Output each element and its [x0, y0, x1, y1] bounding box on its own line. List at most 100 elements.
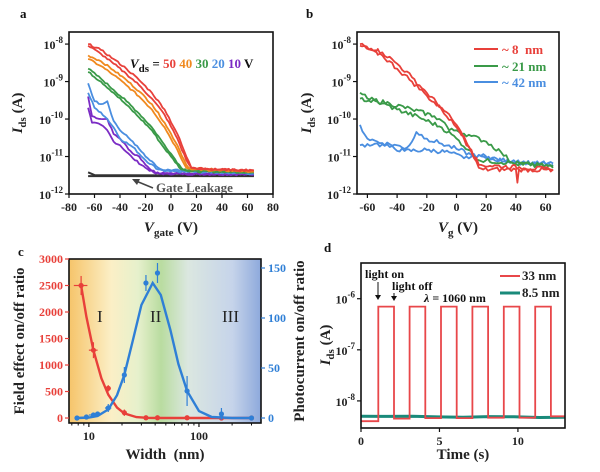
data-point-right — [74, 415, 80, 421]
legend-sub: ds — [139, 63, 150, 75]
panel-b-ylabel: Ids (A) — [299, 93, 318, 135]
data-point-left — [78, 282, 84, 289]
region-label-2: II — [150, 307, 162, 326]
panel-d-xtick-label: 0 — [358, 434, 364, 448]
data-point-right — [248, 415, 255, 421]
panel-a-xtick-label: 20 — [191, 200, 203, 214]
panel-a-ytick-label: 10-12 — [39, 185, 63, 202]
panel-c-ytick-left-label: 1500 — [39, 332, 63, 346]
panel-c-xtick-label: 10 — [83, 429, 95, 443]
data-point-right — [218, 411, 225, 417]
legend-label-8-5nm: 8.5 nm — [522, 285, 560, 300]
panel-a-xtick-label: -40 — [112, 200, 128, 214]
panel-d-xlabel: Time (s) — [437, 447, 490, 463]
panel-d-ytick-label: 10-6 — [336, 290, 356, 307]
series-line-b — [359, 92, 554, 170]
panel-a-legend: Vds = 50 40 30 20 10 V — [130, 56, 254, 75]
data-point-right — [105, 405, 111, 411]
series-line-a — [87, 107, 255, 177]
ylabel-unit: (A) — [318, 325, 334, 350]
light-on-arrowhead — [375, 295, 381, 300]
panel-a-xlabel: Vgate (V) — [144, 220, 198, 239]
ylabel-sub: ds — [325, 348, 337, 359]
panel-c-ytick-right-label: 0 — [268, 411, 274, 425]
xlabel-main: V — [438, 220, 450, 236]
series-line-b — [359, 42, 554, 184]
legend-v: V — [130, 56, 140, 71]
xlabel-main: V — [144, 220, 156, 236]
legend-entry-10: 10 — [228, 56, 241, 71]
panel-d-frame — [360, 262, 566, 429]
xlabel-unit: (V) — [173, 220, 198, 236]
panel-label-d: d — [324, 240, 332, 255]
data-point-right — [143, 280, 149, 286]
panel-label-c: c — [18, 244, 24, 259]
panel-b-ytick-label: 10-10 — [327, 110, 351, 127]
data-point-right — [154, 270, 161, 276]
panel-c-xtick-label: 100 — [190, 429, 208, 443]
legend-label-8nm: ~ 8 nm — [502, 42, 543, 57]
data-point-left — [184, 415, 190, 421]
panel-label-a: a — [20, 6, 27, 21]
panel-d-ytick-label: 10-7 — [336, 341, 356, 358]
xlabel-sub: g — [448, 227, 454, 239]
ylabel-main: I — [318, 358, 334, 366]
light-off-label: light off — [392, 279, 433, 293]
legend-entry-50: 50 — [163, 56, 176, 71]
panel-c-xlabel: Width (nm) — [126, 447, 205, 463]
xlabel-sub: gate — [154, 227, 174, 239]
panel-c-ytick-left-label: 0 — [57, 411, 63, 425]
panel-b-ytick-label: 10-12 — [327, 185, 351, 202]
gate-leakage-label: Gate Leakage — [156, 180, 233, 195]
panel-a-xtick-label: 80 — [267, 200, 279, 214]
panel-b-xtick-label: 0 — [454, 200, 460, 214]
panel-b-xlabel: Vg (V) — [438, 220, 478, 239]
legend-entry-30: 30 — [196, 56, 209, 71]
data-point-right — [121, 372, 127, 378]
panel-a-xtick-label: -20 — [138, 200, 154, 214]
panel-c-background — [69, 259, 261, 423]
panel-d-xtick-label: 10 — [512, 434, 524, 448]
data-point-right — [90, 412, 97, 418]
panel-c-ytick-left-label: 2500 — [39, 279, 63, 293]
ylabel-sub: ds — [17, 116, 29, 127]
light-off-arrowhead — [391, 296, 397, 301]
panel-c-ytick-left-label: 3000 — [39, 252, 63, 266]
panel-a-ytick-label: 10-11 — [39, 148, 63, 165]
legend-label-21nm: ~ 21 nm — [502, 59, 546, 74]
panel-d-ylabel: Ids (A) — [318, 325, 337, 367]
panel-a-ytick-label: 10-8 — [44, 35, 64, 52]
panel-c-frame — [68, 258, 262, 424]
panel-a-xtick-label: -80 — [61, 200, 77, 214]
gate-leakage-arrow — [135, 180, 154, 189]
series-line-b — [359, 97, 554, 168]
panel-c-ytick-left-label: 500 — [45, 385, 63, 399]
series-line-b — [359, 44, 554, 173]
lambda-value: = 1060 nm — [429, 291, 486, 305]
ylabel-main: I — [299, 126, 315, 134]
data-point-right — [83, 414, 90, 420]
series-line-a — [87, 82, 255, 175]
panel-d-xtick-label: 5 — [436, 434, 442, 448]
series-line-33nm — [361, 305, 565, 423]
panel-label-b: b — [306, 6, 313, 21]
region-label-3: III — [222, 307, 239, 326]
panel-c-ytick-right-label: 100 — [268, 311, 286, 325]
panel-b-ytick-label: 10-8 — [332, 35, 352, 52]
legend-unit: V — [241, 56, 254, 71]
lambda-symbol: λ — [423, 291, 430, 305]
region-label-1: I — [97, 307, 103, 326]
legend-eq: = — [149, 56, 163, 71]
panel-c-ytick-left-label: 1000 — [39, 358, 63, 372]
gate-leakage-arrowhead — [132, 179, 140, 185]
panel-b-xtick-label: -40 — [389, 200, 405, 214]
data-point-left — [154, 415, 161, 421]
legend-label-33nm: 33 nm — [522, 268, 556, 283]
fit-curve-right — [76, 280, 252, 420]
wavelength-label: λ = 1060 nm — [423, 291, 486, 305]
panel-b-xtick-label: -60 — [359, 200, 375, 214]
data-point-right — [94, 411, 101, 417]
panel-a-xtick-label: 60 — [242, 200, 254, 214]
panel-b-ytick-label: 10-9 — [332, 73, 352, 90]
